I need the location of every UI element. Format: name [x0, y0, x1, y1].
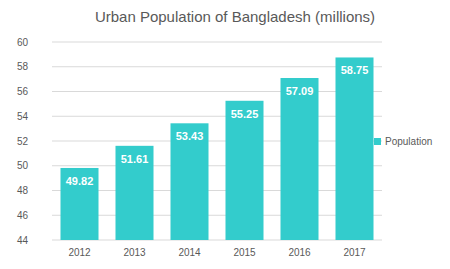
y-tick-label: 44 [17, 235, 29, 246]
y-tick-label: 48 [17, 185, 29, 196]
chart-container: Urban Population of Bangladesh (millions… [0, 0, 450, 269]
legend-label: Population [385, 136, 432, 147]
title: Urban Population of Bangladesh (millions… [95, 8, 375, 25]
grid-line [52, 42, 382, 43]
y-tick-label: 56 [17, 86, 29, 97]
y-tick-label: 58 [17, 61, 29, 72]
y-tick-label: 52 [17, 136, 29, 147]
y-tick-label: 60 [17, 37, 29, 48]
data-labels: 49.82 51.61 53.43 55.25 57.09 58.75 [66, 64, 369, 187]
chart-svg: Urban Population of Bangladesh (millions… [0, 0, 450, 269]
x-tick-label: 2013 [123, 247, 146, 258]
bar [281, 78, 319, 240]
x-tick-label: 2017 [343, 247, 366, 258]
y-tick-label: 50 [17, 160, 29, 171]
y-tick-label: 54 [17, 111, 29, 122]
legend-swatch [374, 138, 381, 145]
x-tick-label: 2012 [68, 247, 91, 258]
grid-line [52, 215, 382, 216]
bar [226, 101, 264, 240]
grid-line [52, 91, 382, 92]
grid-line [52, 116, 382, 117]
grid-line [52, 190, 382, 191]
data-label: 49.82 [66, 175, 94, 187]
grid-line [52, 165, 382, 166]
bar [171, 123, 209, 240]
x-tick-label: 2015 [233, 247, 256, 258]
data-label: 55.25 [231, 108, 259, 120]
y-tick-label: 46 [17, 210, 29, 221]
data-label: 53.43 [176, 130, 204, 142]
data-label: 58.75 [341, 64, 369, 76]
bar [61, 168, 99, 240]
x-tick-label: 2014 [178, 247, 201, 258]
data-label: 57.09 [286, 85, 314, 97]
bar [336, 57, 374, 240]
bar [116, 146, 154, 240]
grid-line [52, 66, 382, 67]
grid-line [52, 141, 382, 142]
data-label: 51.61 [121, 153, 149, 165]
grid-line [52, 240, 382, 241]
legend: Population [374, 136, 432, 147]
x-tick-label: 2016 [288, 247, 311, 258]
bars [61, 57, 374, 240]
